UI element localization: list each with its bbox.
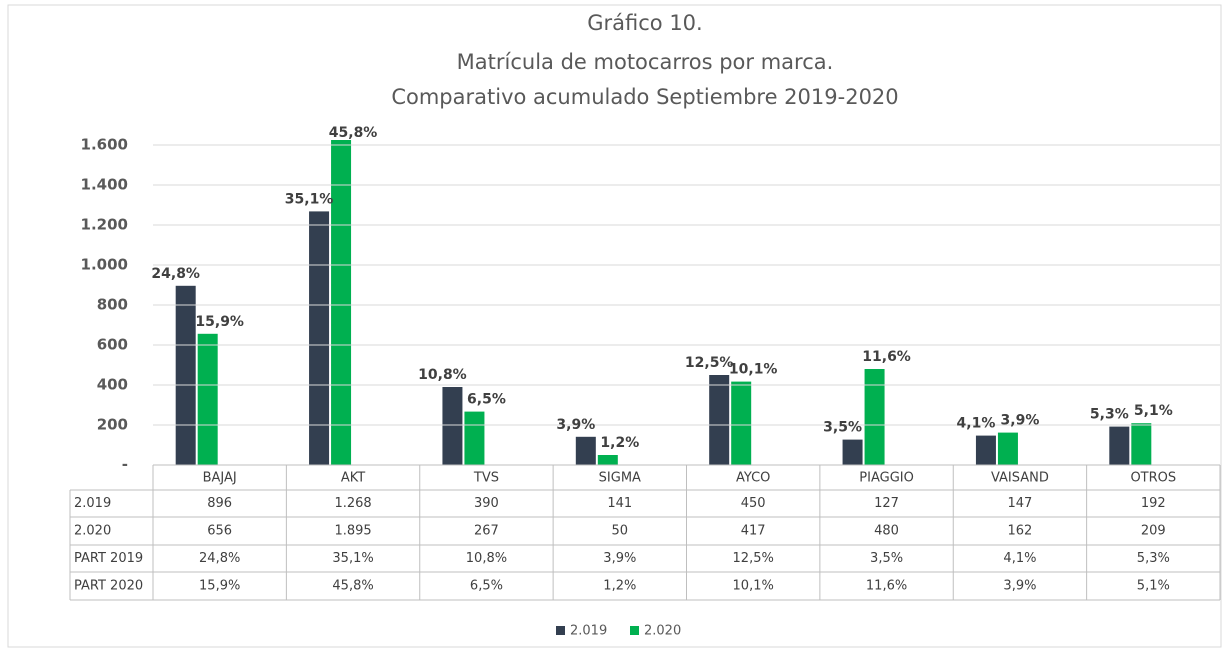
table-cell: 3,9% bbox=[603, 551, 636, 566]
table-cell: 162 bbox=[1008, 524, 1033, 539]
table-row-header: 2.020 bbox=[74, 524, 111, 539]
bar bbox=[997, 432, 1018, 465]
x-tick-label: BAJAJ bbox=[203, 471, 237, 486]
y-tick-label: 1.000 bbox=[81, 256, 128, 274]
table-cell: 209 bbox=[1141, 524, 1166, 539]
table-cell: 6,5% bbox=[470, 579, 503, 594]
x-tick-label: OTROS bbox=[1130, 471, 1176, 486]
bar bbox=[464, 411, 485, 465]
bar bbox=[197, 333, 218, 465]
data-label: 12,5% bbox=[685, 355, 734, 371]
table-cell: 127 bbox=[874, 496, 899, 511]
data-label: 24,8% bbox=[151, 266, 200, 282]
data-label: 5,1% bbox=[1134, 403, 1173, 419]
table-cell: 417 bbox=[741, 524, 766, 539]
bar bbox=[597, 455, 618, 465]
table-cell: 141 bbox=[607, 496, 632, 511]
table-cell: 1,2% bbox=[603, 579, 636, 594]
y-tick-label: 1.600 bbox=[81, 136, 128, 154]
table-cell: 12,5% bbox=[733, 551, 774, 566]
data-label: 3,9% bbox=[556, 417, 595, 433]
table-cell: 3,5% bbox=[870, 551, 903, 566]
data-label: 4,1% bbox=[957, 416, 996, 432]
table-cell: 3,9% bbox=[1003, 579, 1036, 594]
table-cell: 1.895 bbox=[334, 524, 371, 539]
bar bbox=[842, 439, 863, 465]
table-cell: 896 bbox=[207, 496, 232, 511]
table-cell: 656 bbox=[207, 524, 232, 539]
y-tick-label: - bbox=[122, 456, 128, 474]
x-tick-label: PIAGGIO bbox=[859, 471, 914, 486]
bar bbox=[175, 285, 196, 465]
data-label: 1,2% bbox=[600, 435, 639, 451]
x-tick-label: TVS bbox=[473, 471, 499, 486]
bar bbox=[442, 387, 463, 465]
legend-label: 2.020 bbox=[644, 624, 681, 639]
bar bbox=[331, 140, 352, 465]
table-cell: 11,6% bbox=[866, 579, 907, 594]
bar bbox=[731, 381, 752, 465]
table-cell: 5,1% bbox=[1137, 579, 1170, 594]
data-label: 5,3% bbox=[1090, 407, 1129, 423]
table-cell: 24,8% bbox=[199, 551, 240, 566]
bar bbox=[1131, 423, 1152, 465]
data-label: 15,9% bbox=[195, 314, 244, 330]
table-cell: 5,3% bbox=[1137, 551, 1170, 566]
data-label: 6,5% bbox=[467, 392, 506, 408]
data-label: 10,8% bbox=[418, 367, 467, 383]
table-cell: 1.268 bbox=[334, 496, 371, 511]
y-tick-label: 800 bbox=[97, 296, 128, 314]
table-row-header: PART 2020 bbox=[74, 579, 143, 594]
table-cell: 450 bbox=[741, 496, 766, 511]
bar bbox=[975, 435, 996, 465]
bar bbox=[1109, 426, 1130, 465]
table-cell: 15,9% bbox=[199, 579, 240, 594]
table-cell: 267 bbox=[474, 524, 499, 539]
legend-label: 2.019 bbox=[570, 624, 607, 639]
table-cell: 10,1% bbox=[733, 579, 774, 594]
data-label: 10,1% bbox=[729, 362, 778, 378]
bar bbox=[864, 369, 885, 465]
chart-title: Matrícula de motocarros por marca. bbox=[457, 50, 834, 74]
chart-title: Comparativo acumulado Septiembre 2019-20… bbox=[391, 85, 898, 109]
x-tick-label: SIGMA bbox=[599, 471, 641, 486]
data-label: 3,9% bbox=[1001, 413, 1040, 429]
table-row-header: 2.019 bbox=[74, 496, 111, 511]
table-cell: 480 bbox=[874, 524, 899, 539]
x-tick-label: AYCO bbox=[736, 471, 770, 486]
table-cell: 45,8% bbox=[332, 579, 373, 594]
bar bbox=[575, 436, 596, 465]
bar bbox=[309, 211, 330, 465]
x-tick-label: VAISAND bbox=[991, 471, 1049, 486]
legend-swatch bbox=[630, 626, 639, 635]
y-tick-label: 1.200 bbox=[81, 216, 128, 234]
chart-border bbox=[7, 4, 1222, 648]
y-tick-label: 400 bbox=[97, 376, 128, 394]
chart-title: Gráfico 10. bbox=[587, 11, 702, 35]
table-cell: 390 bbox=[474, 496, 499, 511]
data-label: 11,6% bbox=[862, 349, 911, 365]
table-cell: 192 bbox=[1141, 496, 1166, 511]
data-label: 35,1% bbox=[285, 191, 334, 207]
table-cell: 50 bbox=[612, 524, 629, 539]
y-tick-label: 1.400 bbox=[81, 176, 128, 194]
bar bbox=[709, 375, 730, 465]
table-cell: 35,1% bbox=[332, 551, 373, 566]
y-tick-label: 600 bbox=[97, 336, 128, 354]
legend-swatch bbox=[556, 626, 565, 635]
data-label: 45,8% bbox=[329, 125, 378, 141]
table-cell: 147 bbox=[1008, 496, 1033, 511]
table-cell: 10,8% bbox=[466, 551, 507, 566]
table-row-header: PART 2019 bbox=[74, 551, 143, 566]
x-tick-label: AKT bbox=[341, 471, 365, 486]
table-cell: 4,1% bbox=[1003, 551, 1036, 566]
data-label: 3,5% bbox=[823, 420, 862, 436]
y-tick-label: 200 bbox=[97, 416, 128, 434]
